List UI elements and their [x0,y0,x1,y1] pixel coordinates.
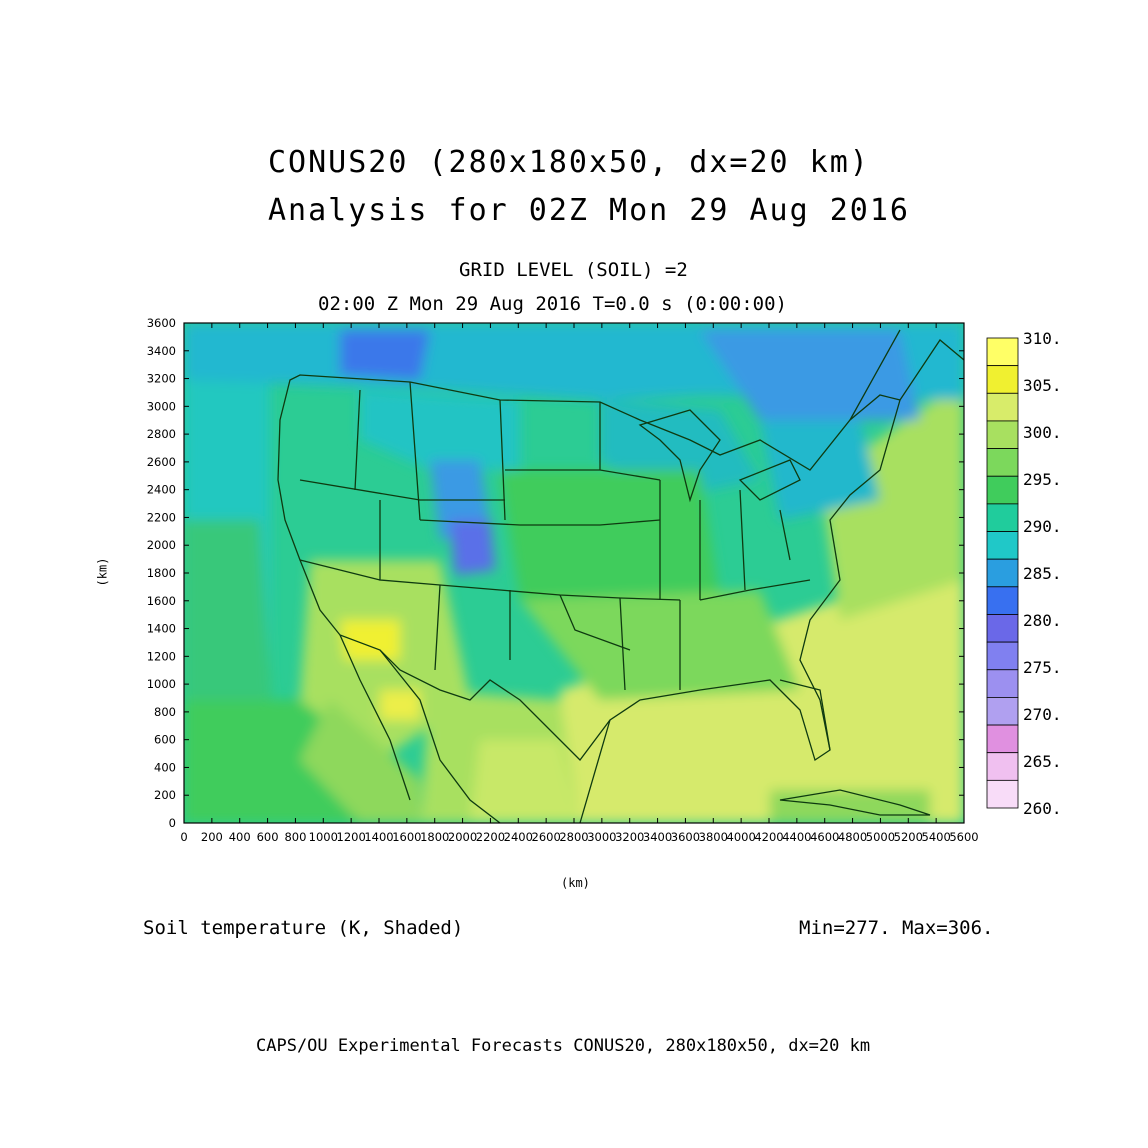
x-tick-label: 3200 [615,830,644,844]
x-tick-label: 2000 [448,830,477,844]
colorbar-swatch [986,586,1019,615]
colorbar-label: 300. [1023,423,1062,442]
y-tick-label: 1800 [147,566,176,580]
x-tick-label: 2800 [559,830,588,844]
colorbar-label: 260. [1023,799,1062,818]
y-tick-label: 2400 [147,483,176,497]
y-axis-ticks: 0 200 400 600 800 1000 1200 1400 1600 1800 2000 220… [147,316,964,830]
colorbar-label: 270. [1023,705,1062,724]
y-tick-label: 1200 [147,649,176,663]
colorbar-label: 275. [1023,658,1062,677]
boundaries [277,329,964,823]
colorbar-swatch [986,503,1019,532]
colorbar-label: 280. [1023,611,1062,630]
x-tick-label: 2200 [476,830,505,844]
colorbar-label: 290. [1023,517,1062,536]
colorbar-swatch [986,641,1019,671]
temperature-field [184,323,964,823]
colorbar-swatch [986,531,1019,560]
colorbar-label: 265. [1023,752,1062,771]
x-tick-label: 800 [284,830,306,844]
x-tick-label: 3000 [587,830,616,844]
x-tick-label: 5000 [866,830,895,844]
x-tick-label: 5600 [949,830,978,844]
y-tick-label: 3400 [147,344,176,358]
x-tick-label: 3400 [643,830,672,844]
x-tick-label: 4200 [754,830,783,844]
x-tick-label: 4000 [727,830,756,844]
y-tick-label: 2000 [147,538,176,552]
y-tick-label: 1000 [147,677,176,691]
x-tick-label: 5200 [894,830,923,844]
y-tick-label: 2600 [147,455,176,469]
y-tick-label: 600 [154,733,176,747]
x-tick-label: 2600 [532,830,561,844]
x-axis-title: (km) [561,876,590,890]
colorbar-swatch [986,779,1019,809]
x-tick-label: 1400 [364,830,393,844]
y-tick-label: 3200 [147,372,176,386]
title-line1: CONUS20 (280x180x50, dx=20 km) [268,145,870,180]
grid-level-label: GRID LEVEL (SOIL) =2 [459,259,688,281]
x-tick-label: 3800 [699,830,728,844]
footer-credit: CAPS/OU Experimental Forecasts CONUS20, … [256,1036,871,1056]
y-tick-label: 1600 [147,594,176,608]
x-tick-label: 1600 [392,830,421,844]
colorbar-swatch [986,420,1019,449]
colorbar-label: 305. [1023,376,1062,395]
x-tick-label: 4600 [810,830,839,844]
x-axis-ticks: 0 200 400 600 800 100012001400160018002000220… [180,323,979,844]
colorbar-swatch [986,365,1019,394]
colorbar-swatch [986,724,1019,754]
colorbar-swatch [986,558,1019,588]
colorbar-swatch [986,448,1019,477]
title-line2: Analysis for 02Z Mon 29 Aug 2016 [268,193,910,228]
x-tick-label: 600 [257,830,279,844]
colorbar-label: 295. [1023,470,1062,489]
x-tick-label: 0 [180,830,187,844]
colorbar-swatch [986,392,1019,422]
x-tick-label: 1200 [337,830,366,844]
x-tick-label: 5400 [922,830,951,844]
y-tick-label: 3000 [147,399,176,413]
colorbar-swatch [986,475,1019,505]
colorbar-swatch [986,614,1019,643]
x-tick-label: 4800 [838,830,867,844]
x-tick-label: 4400 [782,830,811,844]
colorbar-swatch [986,752,1019,781]
x-tick-label: 200 [201,830,223,844]
x-tick-label: 400 [229,830,251,844]
y-tick-label: 400 [154,760,176,774]
field-label: Soil temperature (K, Shaded) [143,917,464,939]
min-max-label: Min=277. Max=306. [799,917,994,939]
colorbar-label: 285. [1023,564,1062,583]
y-tick-label: 2800 [147,427,176,441]
colorbar-swatch [986,337,1019,367]
colorbar-swatch [986,669,1019,698]
x-tick-label: 3600 [671,830,700,844]
colorbar-swatch [986,697,1019,726]
y-tick-label: 800 [154,705,176,719]
y-tick-label: 200 [154,788,176,802]
y-axis-title: (km) [95,557,110,587]
x-tick-label: 1800 [420,830,449,844]
x-tick-label: 1000 [309,830,338,844]
y-tick-label: 1400 [147,622,176,636]
valid-time-label: 02:00 Z Mon 29 Aug 2016 T=0.0 s (0:00:00… [318,293,787,315]
colorbar: 310. 305. 300. 295. 290. 285. 280. 275. 270. 265.… [986,329,1062,818]
y-tick-label: 3600 [147,316,176,330]
y-tick-label: 0 [169,816,176,830]
colorbar-label: 310. [1023,329,1062,348]
x-tick-label: 2400 [504,830,533,844]
y-tick-label: 2200 [147,510,176,524]
